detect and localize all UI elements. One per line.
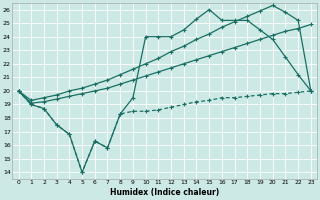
X-axis label: Humidex (Indice chaleur): Humidex (Indice chaleur) (110, 188, 219, 197)
